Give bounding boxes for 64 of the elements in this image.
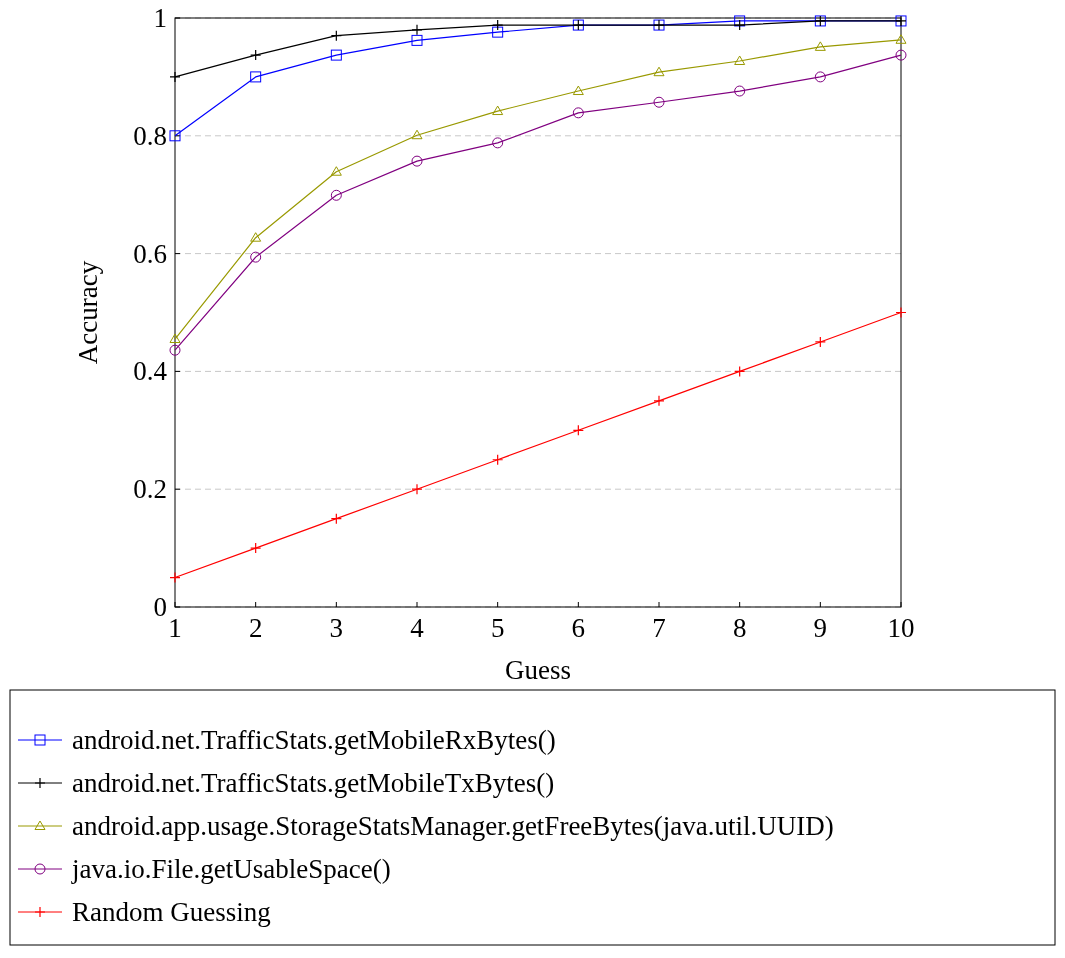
y-tick-label: 0.6 [133, 238, 167, 269]
point [492, 26, 504, 38]
point [250, 251, 262, 263]
point [492, 105, 504, 116]
point [411, 34, 423, 46]
point [734, 55, 746, 65]
x-tick-label: 2 [248, 613, 263, 643]
y-tick-label: 1 [153, 3, 167, 33]
point [330, 513, 342, 525]
x-tick-label: 3 [329, 613, 344, 643]
point [734, 365, 746, 377]
point [411, 129, 423, 140]
legend-label: java.io.File.getUsableSpace() [71, 854, 391, 884]
point [572, 424, 584, 436]
point [572, 85, 584, 96]
point [250, 49, 262, 61]
x-tick-label: 10 [887, 613, 915, 643]
y-axis-title: Accuracy [73, 260, 103, 365]
legend-label: android.net.TrafficStats.getMobileTxBytes() [72, 768, 555, 798]
point [330, 49, 342, 61]
point [330, 166, 342, 176]
legend-label: Random Guessing [72, 897, 271, 927]
point [895, 306, 907, 319]
point [895, 34, 907, 44]
legend-label: android.app.usage.StorageStatsManager.getFreeBytes(java.util.UUID) [72, 811, 834, 841]
x-tick-label: 8 [732, 613, 747, 643]
point [330, 30, 342, 42]
point [653, 96, 665, 108]
point [653, 395, 665, 407]
point [734, 85, 746, 97]
point [411, 24, 423, 36]
point [814, 336, 826, 348]
x-tick-label: 5 [490, 613, 505, 643]
y-tick-label: 0.4 [133, 356, 168, 387]
point [814, 41, 826, 51]
point [169, 333, 181, 344]
point [330, 189, 342, 201]
point [250, 71, 262, 83]
point [572, 107, 584, 119]
point [734, 15, 746, 27]
y-tick-label: 0.8 [133, 120, 167, 151]
point [250, 232, 262, 242]
x-tick-label: 6 [571, 613, 586, 643]
y-tick-label: 0 [153, 592, 167, 622]
point [492, 137, 504, 149]
y-tick-label: 0.2 [133, 474, 167, 505]
point [169, 130, 181, 142]
x-tick-label: 9 [813, 613, 828, 643]
x-tick-label: 4 [410, 613, 425, 643]
x-axis-title: Guess [505, 655, 571, 685]
point [169, 71, 181, 83]
point [492, 454, 504, 466]
point [895, 49, 907, 61]
point [250, 542, 262, 554]
legend-label: android.net.TrafficStats.getMobileRxBytes() [72, 725, 556, 755]
point [814, 71, 826, 83]
point [169, 571, 181, 584]
point [169, 344, 181, 356]
point [734, 19, 746, 31]
point [492, 19, 504, 31]
point [411, 483, 423, 495]
x-tick-label: 7 [652, 613, 666, 643]
point [653, 66, 665, 77]
point [411, 155, 423, 167]
